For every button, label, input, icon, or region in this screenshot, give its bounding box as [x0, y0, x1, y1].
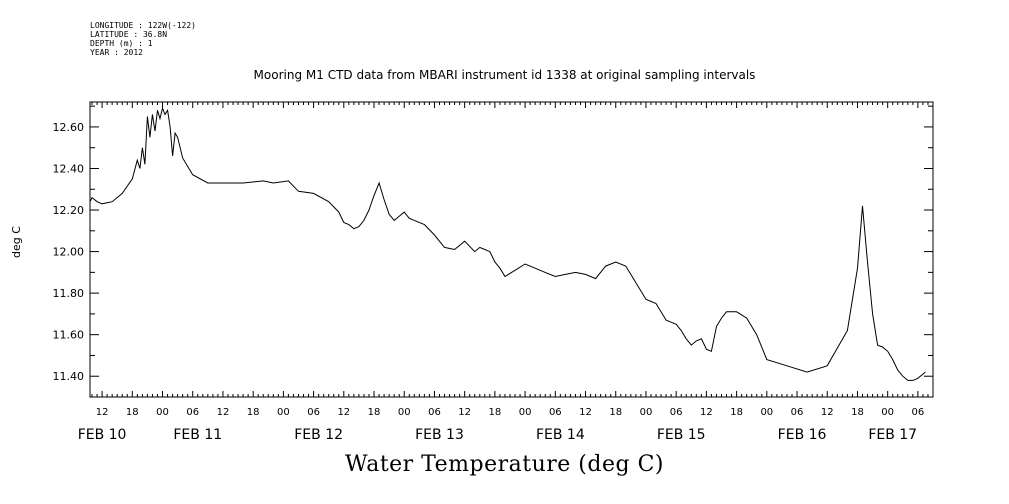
- x-hour-label: 06: [186, 407, 199, 418]
- x-hour-label: 00: [156, 407, 169, 418]
- x-hour-label: 12: [217, 407, 230, 418]
- y-tick-label: 11.80: [53, 287, 85, 300]
- x-hour-label: 06: [912, 407, 925, 418]
- x-day-label: FEB 12: [294, 427, 343, 443]
- y-tick-label: 11.60: [53, 329, 85, 342]
- x-day-label: FEB 11: [173, 427, 222, 443]
- x-hour-label: 06: [549, 407, 562, 418]
- x-axis-label: Water Temperature (deg C): [345, 452, 664, 477]
- axis-ticks: [90, 102, 934, 397]
- x-hour-label: 00: [760, 407, 773, 418]
- y-tick-label: 12.60: [53, 121, 85, 134]
- x-hour-label: 18: [489, 407, 502, 418]
- latitude-text: LATITUDE : 36.8N: [90, 30, 168, 39]
- x-hour-label: 12: [821, 407, 834, 418]
- x-hour-label: 06: [428, 407, 441, 418]
- x-hour-label: 00: [881, 407, 894, 418]
- x-hour-label: 12: [458, 407, 471, 418]
- chart-title: Mooring M1 CTD data from MBARI instrumen…: [253, 68, 756, 82]
- x-day-label: FEB 13: [415, 427, 464, 443]
- plot-frame: [89, 101, 934, 398]
- x-hour-label: 18: [851, 407, 864, 418]
- x-hour-label: 00: [640, 407, 653, 418]
- x-hour-label: 18: [368, 407, 381, 418]
- x-hour-label: 12: [96, 407, 109, 418]
- x-hour-label: 12: [700, 407, 713, 418]
- x-day-label: FEB 15: [657, 427, 706, 443]
- temperature-line: [89, 106, 926, 381]
- x-hour-label: 00: [277, 407, 290, 418]
- x-day-label: FEB 10: [78, 427, 127, 443]
- x-day-label: FEB 17: [868, 427, 917, 443]
- x-hour-label: 06: [670, 407, 683, 418]
- y-tick-label: 11.40: [53, 370, 85, 383]
- x-hour-label: 00: [398, 407, 411, 418]
- axis-tick-labels: 12.60 12.40 12.20 12.00 11.80 11.60 11.40 12 18 0…: [53, 121, 925, 443]
- x-day-label: FEB 14: [536, 427, 585, 443]
- x-hour-label: 12: [337, 407, 350, 418]
- year-text: YEAR : 2012: [90, 48, 143, 57]
- x-hour-label: 18: [609, 407, 622, 418]
- depth-text: DEPTH (m) : 1: [90, 39, 153, 48]
- x-hour-label: 06: [791, 407, 804, 418]
- x-hour-label: 00: [519, 407, 532, 418]
- x-hour-label: 12: [579, 407, 592, 418]
- x-hour-label: 18: [126, 407, 139, 418]
- y-tick-label: 12.00: [53, 246, 85, 259]
- x-day-label: FEB 16: [778, 427, 827, 443]
- x-hour-label: 18: [730, 407, 743, 418]
- longitude-text: LONGITUDE : 122W(-122): [90, 21, 196, 30]
- metadata-block: LONGITUDE : 122W(-122) LATITUDE : 36.8N …: [90, 21, 196, 57]
- y-tick-label: 12.20: [53, 204, 85, 217]
- x-hour-label: 06: [307, 407, 320, 418]
- x-hour-label: 18: [247, 407, 260, 418]
- y-tick-label: 12.40: [53, 162, 85, 175]
